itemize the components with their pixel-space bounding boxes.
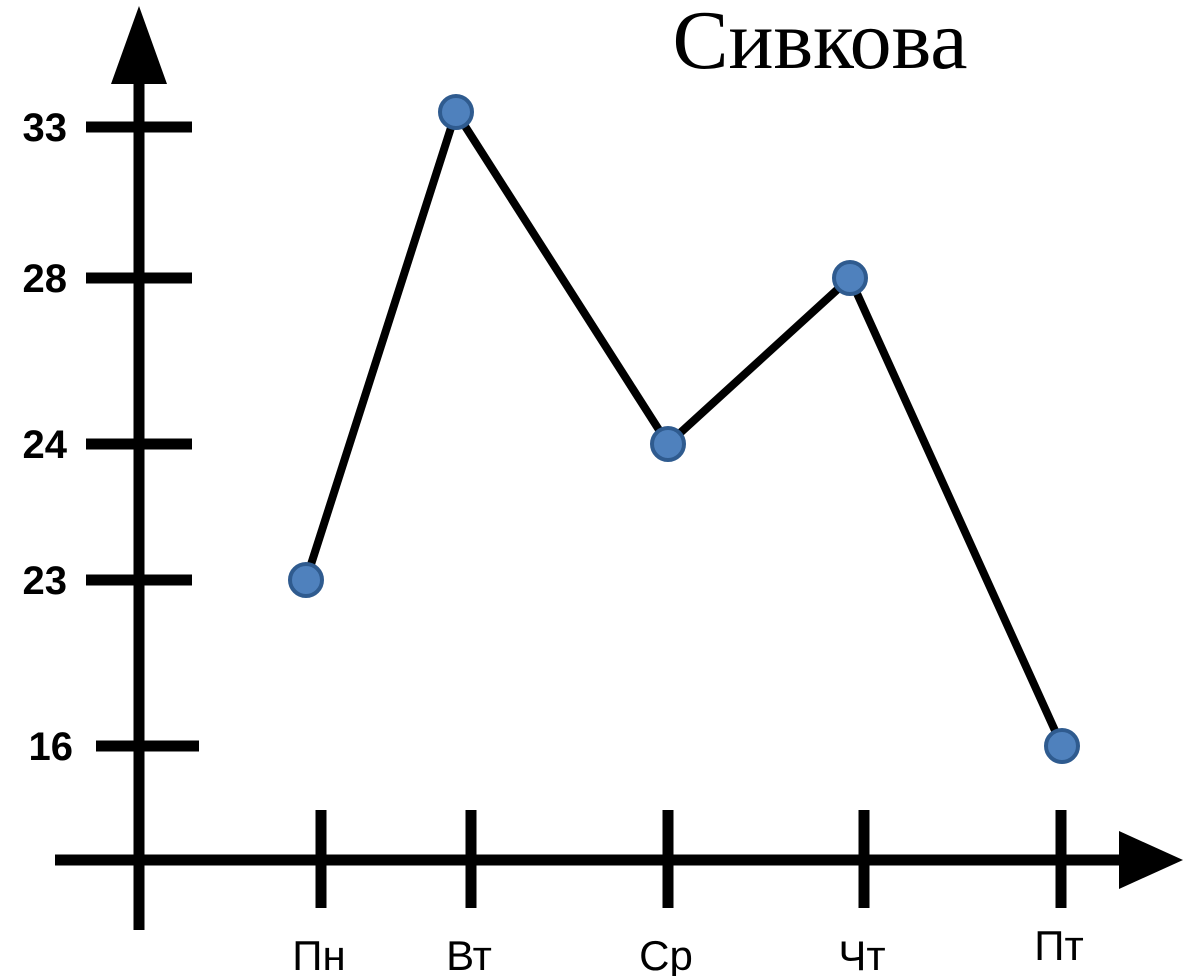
x-ticks: Пн Вт Ср Чт Пт <box>292 810 1084 976</box>
series-group <box>302 109 1066 748</box>
y-tick-label: 23 <box>23 559 68 603</box>
series-segment <box>452 109 672 447</box>
data-point <box>832 260 868 296</box>
data-point <box>288 562 324 598</box>
y-axis-arrow <box>111 6 167 84</box>
y-tick-label: 33 <box>23 106 68 150</box>
series-segment <box>302 110 460 582</box>
y-tick-label: 24 <box>23 423 68 467</box>
y-tick-label: 28 <box>23 257 68 301</box>
data-point <box>650 426 686 462</box>
data-point <box>438 94 474 130</box>
x-tick-label: Ср <box>639 932 693 976</box>
x-tick-label: Чт <box>838 932 885 976</box>
series-segment <box>846 276 1066 748</box>
markers-group <box>288 94 1080 764</box>
x-axis-arrow <box>1119 831 1183 889</box>
y-tick-label: 16 <box>29 725 74 769</box>
series-segment <box>665 275 853 447</box>
y-ticks: 33 28 24 23 16 <box>23 106 199 769</box>
x-tick-label: Пн <box>292 932 345 976</box>
x-tick-label: Пт <box>1034 922 1083 969</box>
data-point <box>1044 728 1080 764</box>
chart-title: Сивкова <box>672 0 967 87</box>
x-tick-label: Вт <box>446 932 492 976</box>
